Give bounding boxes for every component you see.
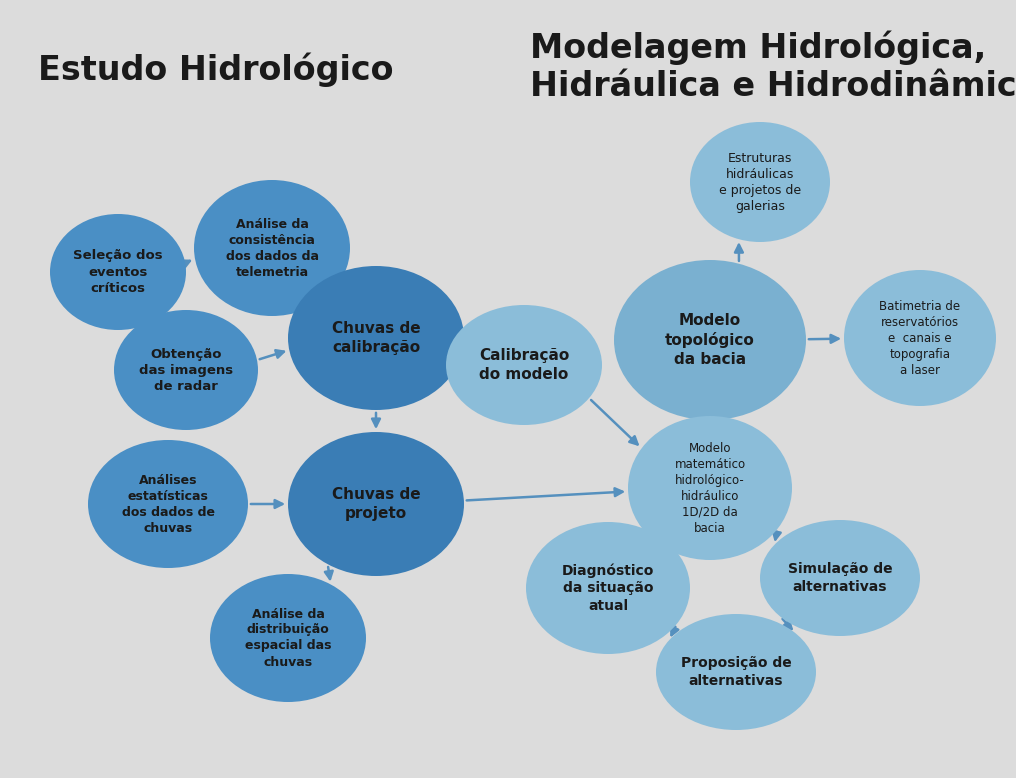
Text: Chuvas de
calibração: Chuvas de calibração <box>331 321 421 355</box>
Text: Análise da
consistência
dos dados da
telemetria: Análise da consistência dos dados da tel… <box>226 218 318 279</box>
Text: Proposição de
alternativas: Proposição de alternativas <box>681 657 791 688</box>
Text: Estudo Hidrológico: Estudo Hidrológico <box>38 52 393 86</box>
Ellipse shape <box>628 416 792 560</box>
Text: Calibração
do modelo: Calibração do modelo <box>479 349 569 382</box>
Text: Seleção dos
eventos
críticos: Seleção dos eventos críticos <box>73 250 163 295</box>
Text: Análises
estatísticas
dos dados de
chuvas: Análises estatísticas dos dados de chuva… <box>122 474 214 534</box>
Ellipse shape <box>446 305 602 425</box>
Ellipse shape <box>114 310 258 430</box>
Text: Análise da
distribuição
espacial das
chuvas: Análise da distribuição espacial das chu… <box>245 608 331 668</box>
Text: Modelagem Hidrológica,
Hidráulica e Hidrodinâmica: Modelagem Hidrológica, Hidráulica e Hidr… <box>530 30 1016 103</box>
Text: Simulação de
alternativas: Simulação de alternativas <box>787 562 892 594</box>
Ellipse shape <box>690 122 830 242</box>
Ellipse shape <box>844 270 996 406</box>
Ellipse shape <box>526 522 690 654</box>
Ellipse shape <box>760 520 920 636</box>
Ellipse shape <box>210 574 366 702</box>
Ellipse shape <box>288 432 464 576</box>
Ellipse shape <box>614 260 806 420</box>
Text: Batimetria de
reservatórios
e  canais e
topografia
a laser: Batimetria de reservatórios e canais e t… <box>880 300 960 377</box>
Ellipse shape <box>88 440 248 568</box>
Text: Obtenção
das imagens
de radar: Obtenção das imagens de radar <box>139 348 233 392</box>
Ellipse shape <box>194 180 350 316</box>
Text: Modelo
topológico
da bacia: Modelo topológico da bacia <box>665 314 755 366</box>
Text: Estruturas
hidráulicas
e projetos de
galerias: Estruturas hidráulicas e projetos de gal… <box>719 152 801 212</box>
Ellipse shape <box>656 614 816 730</box>
Ellipse shape <box>288 266 464 410</box>
Text: Chuvas de
projeto: Chuvas de projeto <box>331 487 421 520</box>
Text: Modelo
matemático
hidrológico-
hidráulico
1D/2D da
bacia: Modelo matemático hidrológico- hidráulic… <box>675 441 746 534</box>
Ellipse shape <box>50 214 186 330</box>
Text: Diagnóstico
da situação
atual: Diagnóstico da situação atual <box>562 563 654 612</box>
